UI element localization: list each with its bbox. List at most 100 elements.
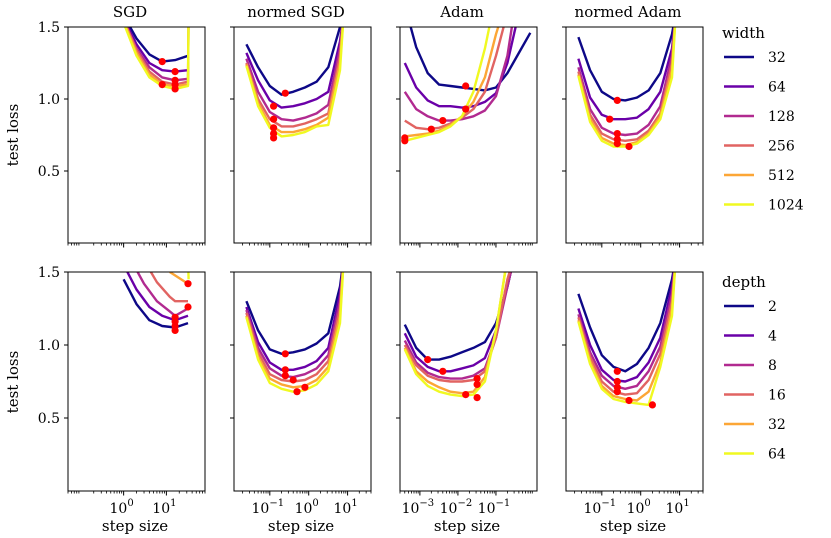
optimum-marker-depth-8	[473, 375, 481, 383]
series-line-width-128	[403, 27, 514, 122]
series-line-depth-32	[245, 272, 345, 389]
panel-width-0: 0.5 1.0 1.5	[38, 20, 206, 248]
optimum-marker-width-1024	[401, 137, 409, 145]
series-line-depth-8	[245, 272, 344, 379]
y-tick-label: 1.5	[38, 265, 60, 281]
series-line-depth-16	[403, 272, 511, 383]
series-line-width-256	[245, 27, 344, 128]
series-line-depth-64	[187, 272, 190, 280]
series-line-depth-64	[403, 272, 507, 398]
optimum-marker-width-128	[439, 117, 447, 125]
optimum-marker-depth-2	[281, 350, 289, 358]
optimum-marker-depth-16	[171, 313, 179, 321]
optimum-marker-width-256	[270, 124, 278, 132]
x-tick-exponent: 0	[312, 498, 318, 509]
optimum-marker-depth-64	[648, 401, 657, 409]
optimum-marker-width-256	[427, 125, 435, 133]
legend-title: depth	[722, 273, 766, 291]
optimum-marker-width-1024	[270, 134, 278, 142]
optimum-marker-width-32	[613, 96, 621, 104]
y-tick-label: 1.0	[38, 338, 60, 354]
x-tick-label: 10−1	[252, 498, 285, 517]
series-line-depth-4	[577, 272, 676, 383]
x-tick-exponent: −1	[495, 498, 510, 509]
x-tick-exponent: −2	[457, 498, 472, 509]
legend-label: 16	[768, 388, 786, 404]
optimum-marker-depth-4	[613, 377, 621, 386]
optimum-marker-width-32	[462, 82, 470, 90]
xlabel-adam: step size	[434, 517, 500, 535]
series-line-width-32	[128, 27, 189, 63]
optimum-marker-depth-32	[184, 303, 192, 311]
optimum-marker-depth-32	[462, 391, 470, 399]
optimum-marker-width-512	[158, 81, 166, 89]
x-tick-label: 100	[295, 498, 319, 517]
legend-label: 128	[768, 109, 795, 125]
series-group	[401, 27, 532, 145]
title-normed-adam: normed Adam	[575, 3, 682, 21]
series-line-depth-16	[149, 272, 188, 303]
series-group	[577, 272, 677, 409]
series-line-width-256	[577, 27, 676, 143]
legend-title: width	[722, 24, 765, 42]
x-tick-label: 10−3	[402, 498, 435, 517]
series-line-width-128	[577, 27, 676, 137]
title-normed-sgd: normed SGD	[247, 3, 345, 21]
optimum-marker-depth-64	[473, 394, 481, 402]
x-tick-exponent: 1	[351, 498, 357, 509]
xlabel-normed-adam: step size	[600, 517, 666, 535]
series-group	[245, 272, 345, 396]
series-line-width-1024	[404, 27, 491, 142]
optimum-marker-width-64	[606, 115, 614, 123]
panel-depth-0: 0.5 1.0 1.5 100 101	[38, 265, 206, 517]
optimum-marker-width-128	[270, 115, 278, 123]
legend-label: 32	[768, 50, 786, 66]
optimum-marker-depth-16	[613, 388, 621, 396]
legend-label: 64	[768, 447, 786, 463]
title-adam: Adam	[439, 3, 484, 21]
y-tick-label: 0.5	[38, 164, 60, 180]
series-line-width-32	[577, 27, 675, 102]
series-line-depth-16	[577, 272, 676, 396]
series-line-width-32	[245, 27, 342, 96]
axes-frame	[399, 271, 538, 492]
x-tick-label: 101	[152, 498, 176, 517]
legend-label: 8	[768, 358, 777, 374]
axes-frame	[399, 26, 538, 244]
y-tick-label: 1.5	[38, 20, 60, 36]
series-line-depth-16	[245, 272, 344, 383]
series-line-depth-8	[577, 272, 676, 390]
x-tick-label: 101	[333, 498, 357, 517]
title-sgd: SGD	[113, 3, 147, 21]
x-tick-exponent: −1	[269, 498, 284, 509]
optimum-marker-depth-4	[439, 367, 447, 375]
x-tick-label: 10−1	[478, 498, 511, 517]
x-tick-label: 100	[110, 498, 134, 517]
x-tick-exponent: −3	[419, 498, 434, 509]
optimum-marker-width-1024	[171, 85, 179, 93]
optimum-marker-width-128	[613, 130, 621, 138]
series-line-width-1024	[577, 27, 677, 148]
optimum-marker-width-1024	[625, 142, 633, 151]
series-line-width-64	[577, 27, 676, 121]
series-line-depth-2	[403, 272, 512, 361]
optimum-marker-depth-16	[289, 376, 297, 384]
series-line-depth-32	[169, 272, 189, 285]
optimum-marker-width-32	[281, 89, 289, 97]
series-line-width-64	[245, 27, 344, 109]
panel-depth-1: 10−1 100 101	[230, 271, 372, 517]
optimum-marker-depth-2	[424, 356, 432, 364]
legend-label: 256	[768, 139, 795, 155]
panel-depth-2: 10−3 10−2 10−1	[396, 271, 538, 517]
axes-frame	[67, 26, 206, 244]
legend-label: 2	[768, 299, 777, 315]
ylabel-bottom: test loss	[4, 351, 22, 414]
series-line-depth-2	[245, 272, 344, 355]
xlabel-sgd: step size	[102, 517, 168, 535]
x-tick-exponent: −1	[601, 498, 616, 509]
legend-label: 4	[768, 329, 777, 345]
